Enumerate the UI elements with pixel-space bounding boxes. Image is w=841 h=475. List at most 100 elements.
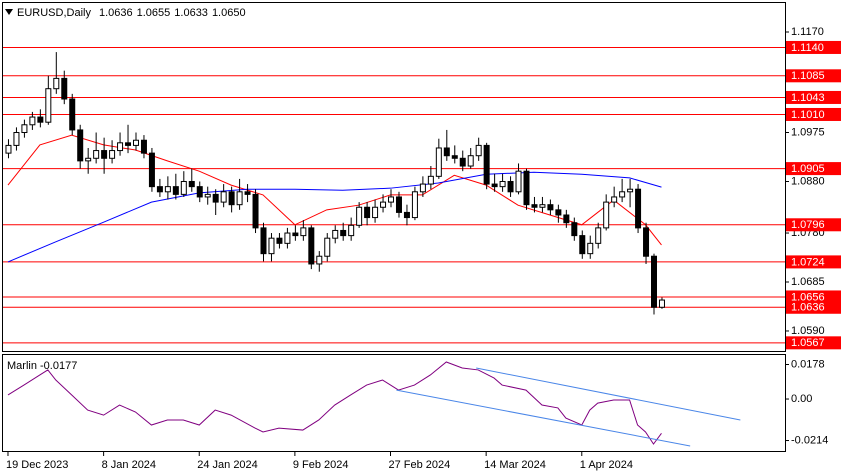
candle-body <box>292 232 299 237</box>
candle-body <box>252 193 259 229</box>
main-panel-frame <box>2 2 786 352</box>
candle-body <box>635 188 642 229</box>
candle-body <box>324 237 331 257</box>
candles <box>5 52 665 315</box>
trend-line <box>476 367 741 421</box>
candle-body <box>156 186 163 193</box>
high-label: 1.0655 <box>137 7 171 19</box>
candle-body <box>579 235 586 255</box>
candle-body <box>467 155 474 167</box>
candle-body <box>69 98 76 131</box>
candle-body <box>140 139 147 154</box>
candle-body <box>443 147 450 157</box>
close-label: 1.0650 <box>212 7 246 19</box>
level-label: 1.0724 <box>791 256 825 268</box>
candle-body <box>340 229 347 237</box>
candle-body <box>93 150 100 159</box>
level-label-box <box>786 290 841 304</box>
candle-body <box>395 196 402 213</box>
level-label-box <box>786 107 841 121</box>
candle-body <box>515 170 522 193</box>
line-series <box>7 361 662 445</box>
menu-triangle <box>5 9 13 15</box>
candle-body <box>531 204 538 208</box>
x-tick-label: 27 Feb 2024 <box>389 459 451 471</box>
candle-body <box>196 186 203 198</box>
candle-body <box>268 237 275 255</box>
y-tick-label: 0.00 <box>791 393 812 405</box>
candle-body <box>45 88 52 123</box>
candle-body <box>332 229 339 239</box>
open-label: 1.0636 <box>99 7 133 19</box>
level-label: 1.0636 <box>791 302 825 314</box>
level-label: 1.1043 <box>791 92 825 104</box>
candle-body <box>459 157 466 167</box>
candle-body <box>204 193 211 198</box>
candle-body <box>364 206 371 219</box>
candle-body <box>603 201 610 229</box>
level-label-box <box>786 218 841 232</box>
candle-body <box>427 175 434 185</box>
candle-body <box>571 222 578 237</box>
candle-body <box>507 180 514 193</box>
candle-body <box>53 77 60 90</box>
level-label-box <box>786 90 841 104</box>
y-tick-label: 0.0178 <box>791 358 825 370</box>
candle-body <box>587 242 594 255</box>
candle-body <box>180 180 187 195</box>
indicator-title: Marlin -0.0177 <box>7 360 77 372</box>
x-tick-label: 19 Dec 2023 <box>6 459 68 471</box>
candle-body <box>595 227 602 244</box>
candle-body <box>236 191 243 206</box>
candle-body <box>132 139 139 146</box>
candle-body <box>435 147 442 177</box>
candle-body <box>403 211 410 219</box>
candle-body <box>658 299 665 308</box>
candle-body <box>77 129 84 162</box>
candle-body <box>483 144 490 185</box>
candle-body <box>491 183 498 188</box>
candle-body <box>13 132 20 146</box>
level-label: 1.0796 <box>791 219 825 231</box>
candle-body <box>388 196 395 203</box>
candle-body <box>611 196 618 203</box>
level-label-box <box>786 300 841 314</box>
candle-body <box>29 116 36 126</box>
candle-body <box>555 209 562 216</box>
candle-body <box>188 180 195 188</box>
y-tick-label: 1.0975 <box>791 126 825 138</box>
level-label-box <box>786 40 841 54</box>
candle-body <box>85 157 92 162</box>
level-label-box <box>786 336 841 350</box>
low-label: 1.0633 <box>174 7 208 19</box>
candle-body <box>348 224 355 237</box>
candle-body <box>643 227 650 257</box>
symbol: EURUSD,Daily <box>17 7 91 19</box>
candle-body <box>411 191 418 219</box>
candle-body <box>372 206 379 219</box>
levels <box>3 46 785 344</box>
trend-line <box>396 389 691 447</box>
level-label-box <box>786 69 841 83</box>
candle-body <box>563 214 570 224</box>
candle-body <box>148 152 155 188</box>
y-tick-label: 1.0880 <box>791 175 825 187</box>
x-tick-label: 8 Jan 2024 <box>102 459 156 471</box>
candle-body <box>101 150 108 159</box>
candle-body <box>220 191 227 203</box>
candle-body <box>260 227 267 255</box>
level-label: 1.1085 <box>791 70 825 82</box>
candle-body <box>651 255 658 308</box>
candle-body <box>117 142 124 152</box>
candle-body <box>109 150 116 159</box>
indicator-panel-frame <box>2 354 786 452</box>
candle-body <box>380 201 387 208</box>
candle-body <box>284 232 291 244</box>
candle-body <box>164 186 171 193</box>
candle-body <box>547 204 554 211</box>
y-tick-label: -0.0214 <box>791 434 828 446</box>
candle-body <box>300 227 307 237</box>
candle-body <box>37 116 44 123</box>
